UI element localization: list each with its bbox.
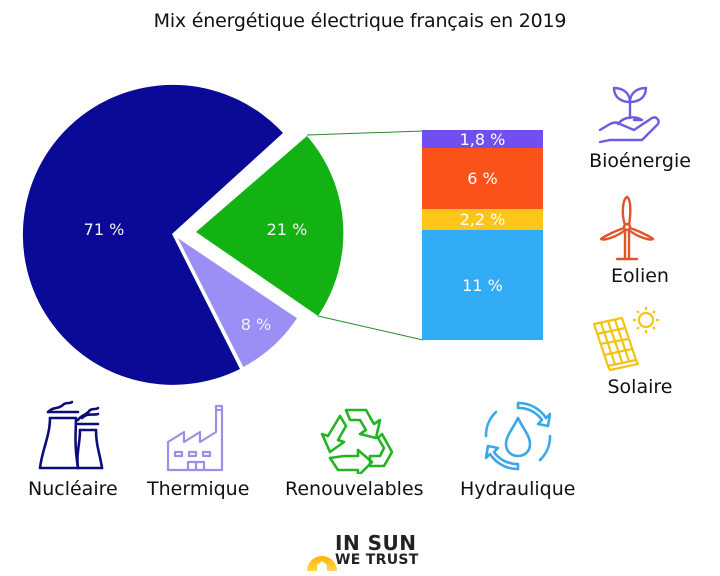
connector-bottom [317,315,424,341]
legend-bioenergie: Bioénergie [589,150,691,172]
label-nucleaire: 71 % [84,220,125,239]
legend-eolien: Eolien [611,265,669,287]
connector-top [306,130,424,136]
pie-slice-renouvelables[interactable] [196,136,344,316]
pie-slice-nucleaire[interactable] [22,84,283,385]
pie-chart: 71 % 21 % 8 % [22,84,424,385]
solar-panel-icon [592,307,659,372]
chart-title: Mix énergétique électrique français en 2… [153,10,567,32]
water-drop-cycle-icon [484,401,552,471]
brand-logo: IN SUN WE TRUST [305,531,435,575]
bar-segment-solaire[interactable]: 2,2 % [422,209,543,230]
bar-segment-eolien[interactable]: 6 % [422,148,543,209]
plant-in-hand-icon [598,86,660,144]
bar-segment-hydraulique[interactable]: 11 % [422,230,543,340]
legend-solaire: Solaire [607,376,673,398]
logo-line-1: IN SUN [335,531,417,555]
label-renouvelables: 21 % [267,220,308,239]
legend-renouvelables: Renouvelables [285,478,424,500]
recycle-icon [320,408,394,474]
pie-slice-thermique[interactable] [174,233,300,370]
cooling-tower-icon [38,400,104,470]
logo-line-2: WE TRUST [335,552,419,568]
legend-hydraulique: Hydraulique [460,478,576,500]
wind-turbine-icon [599,195,655,261]
label-thermique: 8 % [241,315,271,334]
bar-segment-bioenergie[interactable]: 1,8 % [422,130,543,149]
legend-thermique: Thermique [147,478,250,500]
renewables-stacked-bar: 1,8 % 6 % 2,2 % 11 % [422,130,543,340]
factory-icon [166,404,224,472]
legend-nucleaire: Nucléaire [28,478,118,500]
sun-icon [307,556,337,571]
